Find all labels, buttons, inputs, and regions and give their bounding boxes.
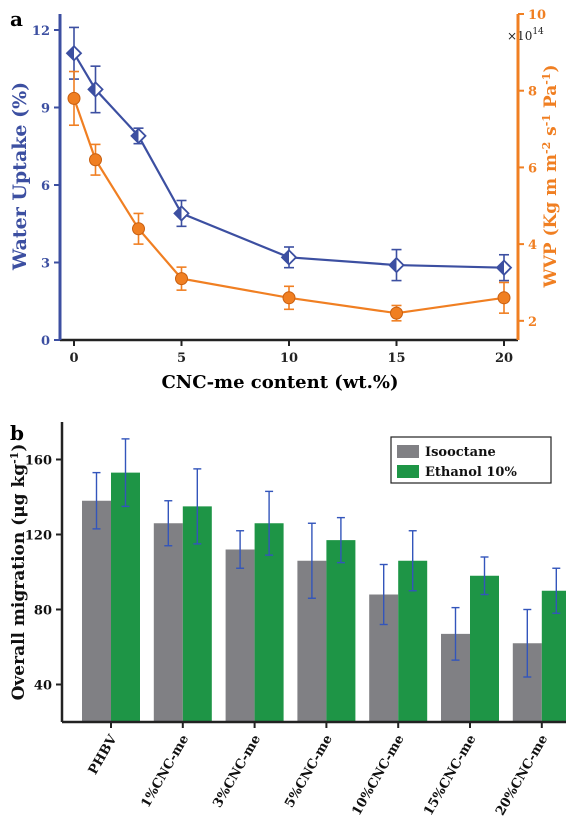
ethanol-legend-label: Ethanol 10% [425, 465, 517, 480]
panel-b-letter: b [10, 421, 24, 445]
ethanol-legend-swatch [397, 465, 419, 478]
wvp-point [67, 91, 81, 105]
category-label: PHBV [86, 732, 121, 778]
x-tick-label: 5 [177, 351, 186, 366]
left-y-tick-label: 9 [41, 102, 50, 117]
bar-y-tick-label: 120 [25, 529, 52, 544]
ethanol-bar [541, 590, 566, 722]
multiplier-exponent: 14 [532, 27, 544, 37]
category-label: 10%CNC-me [349, 733, 407, 816]
x-tick-label: 15 [387, 351, 405, 366]
right-y-tick-label: 2 [528, 315, 537, 330]
right-y-tick-label: 6 [528, 161, 537, 176]
bar-y-tick-label: 160 [25, 454, 52, 469]
ethanol-bar [254, 523, 284, 722]
category-label: 1%CNC-me [139, 733, 193, 811]
x-tick-label: 0 [69, 351, 78, 366]
bar-y-tick-label: 40 [34, 679, 52, 694]
left-y-tick-label: 6 [41, 179, 50, 194]
multiplier-label: ×1014 [507, 27, 544, 43]
left-y-tick-label: 12 [32, 24, 50, 39]
wvp-point [390, 306, 403, 320]
right-y-tick-label: 10 [528, 8, 546, 23]
water-uptake-point-fill [131, 128, 139, 143]
x-tick-label: 20 [495, 351, 513, 366]
wvp-point [89, 153, 102, 167]
isooctane-legend-swatch [397, 445, 419, 458]
water-uptake-point-fill [174, 206, 182, 221]
svg-text:×1014: ×1014 [507, 27, 544, 43]
wvp-point [132, 222, 145, 236]
water-uptake-point-fill [497, 260, 504, 275]
water-uptake-point-fill [282, 250, 289, 265]
isooctane-bar [225, 549, 255, 722]
category-label: 15%CNC-me [421, 733, 479, 816]
panel-a-plot: 0 5 10 15 20 0 3 6 9 12 2 4 6 8 10 [32, 8, 546, 366]
isooctane-bar [153, 523, 183, 722]
wvp-point [175, 272, 188, 286]
water-uptake-point-fill [88, 82, 96, 97]
panel-a-ylabel-left: Water Uptake (%) [9, 82, 31, 271]
isooctane-legend-label: Isooctane [425, 445, 496, 460]
ethanol-bar [111, 472, 140, 722]
isooctane-bar [82, 500, 111, 722]
wvp-point [497, 291, 511, 305]
category-label: 3%CNC-me [210, 733, 264, 811]
wvp-point [282, 291, 296, 305]
panel-a-xlabel: CNC-me content (wt.%) [161, 372, 398, 393]
water-uptake-point-fill [389, 258, 397, 273]
x-tick-label: 10 [280, 351, 298, 366]
category-label: 20%CNC-me [493, 733, 551, 816]
left-y-tick-label: 0 [41, 334, 50, 349]
panel-b-plot: PHBV 1%CNC-me 3%CNC-me 5%CNC-me 10%CNC-me 15%… [25, 422, 566, 816]
water-uptake-point-fill [67, 46, 74, 61]
right-y-tick-label: 8 [528, 85, 537, 100]
ethanol-bar [326, 540, 356, 722]
ethanol-bar [470, 575, 499, 722]
multiplier-base: ×10 [507, 29, 532, 43]
panel-a-ylabel-right: WVP (Kg m m-2 s-1 Pa-1) [540, 64, 561, 288]
category-label: 5%CNC-me [282, 733, 336, 811]
bar-y-tick-label: 80 [34, 604, 52, 619]
panel-a-letter: a [10, 7, 23, 31]
right-y-tick-label: 4 [528, 238, 537, 253]
panel-b-ylabel: Overall migration (μg kg-1) [8, 444, 29, 701]
left-y-tick-label: 3 [41, 257, 50, 272]
